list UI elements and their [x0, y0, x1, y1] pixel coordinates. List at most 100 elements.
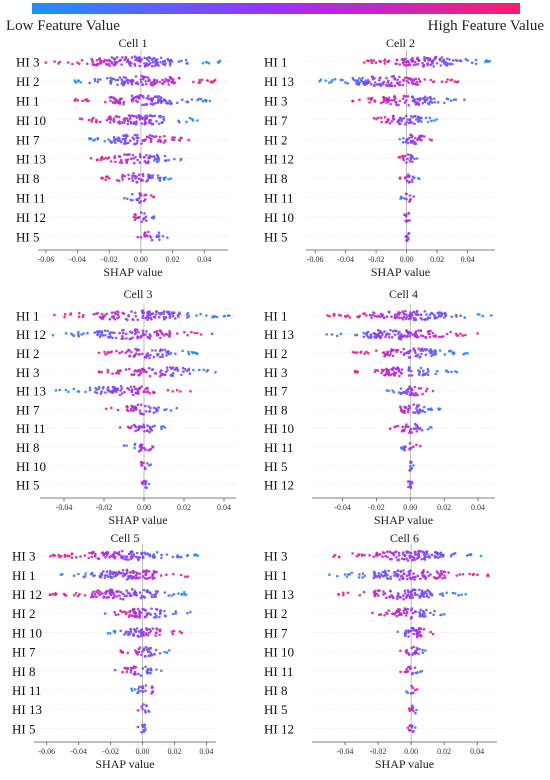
shap-point [120, 161, 124, 164]
shap-point [132, 97, 135, 100]
shap-point [144, 193, 148, 196]
shap-point [178, 120, 181, 124]
shap-point [165, 354, 168, 357]
shap-point [414, 575, 417, 579]
shap-point [115, 595, 119, 598]
shap-point [408, 335, 412, 338]
shap-point [383, 116, 387, 119]
shap-point [157, 406, 161, 409]
shap-point [136, 392, 140, 395]
shap-point [180, 631, 184, 635]
shap-point [411, 95, 414, 99]
shap-point [124, 351, 128, 355]
shap-point [123, 574, 126, 577]
shap-point [437, 312, 441, 315]
shap-point [395, 573, 399, 576]
shap-point [142, 390, 146, 394]
shap-point [84, 572, 87, 575]
shap-point [416, 635, 419, 639]
shap-point [399, 387, 403, 390]
shap-point [114, 78, 118, 82]
shap-point [98, 593, 101, 597]
shap-point [130, 56, 134, 59]
shap-point [375, 575, 378, 579]
shap-point [393, 374, 396, 377]
shap-point [57, 553, 60, 557]
shap-point [129, 571, 132, 574]
shap-point [146, 650, 150, 654]
shap-point [443, 570, 447, 574]
shap-point [133, 443, 137, 447]
shap-point [119, 629, 122, 633]
shap-point [409, 427, 413, 431]
shap-point [351, 552, 354, 555]
shap-point [404, 614, 408, 617]
shap-point [102, 570, 105, 573]
shap-point [149, 353, 152, 357]
shap-point [439, 593, 442, 596]
shap-point [166, 388, 170, 392]
shap-point [398, 578, 401, 581]
shap-point [110, 141, 113, 144]
shap-point [151, 425, 155, 428]
shap-point [76, 61, 79, 64]
shap-point [80, 333, 83, 336]
shap-point [140, 460, 143, 464]
shap-point [121, 651, 124, 654]
shap-point [148, 647, 151, 650]
shap-point [135, 180, 138, 184]
shap-point [150, 685, 154, 689]
shap-point [396, 120, 400, 124]
shap-point [144, 665, 147, 668]
feature-label: HI 5 [264, 702, 287, 717]
shap-point [155, 153, 159, 157]
shap-point [145, 429, 149, 433]
shap-point [148, 591, 152, 595]
shap-point [92, 116, 95, 120]
shap-point [211, 80, 214, 84]
shap-point [177, 592, 180, 595]
shap-point [135, 573, 138, 576]
shap-point [90, 120, 94, 123]
shap-point [117, 570, 121, 573]
shap-point [361, 576, 364, 579]
shap-point [134, 95, 137, 99]
shap-point [151, 446, 155, 449]
shap-point [414, 610, 417, 613]
shap-point [422, 369, 425, 373]
shap-point [395, 597, 399, 600]
shap-point [126, 667, 129, 671]
shap-point [113, 318, 117, 321]
shap-point [149, 668, 152, 672]
shap-point [142, 218, 145, 221]
shap-point [403, 197, 406, 200]
shap-point [388, 121, 392, 125]
shap-point [113, 571, 117, 575]
shap-point [408, 369, 411, 372]
shap-point [165, 366, 169, 369]
shap-point [168, 332, 172, 335]
shap-point [437, 335, 441, 339]
shap-point [395, 550, 398, 553]
shap-point [397, 551, 401, 555]
shap-point [86, 62, 89, 66]
shap-point [128, 355, 131, 358]
shap-point [137, 57, 141, 60]
feature-label: HI 1 [264, 55, 287, 70]
shap-point [400, 333, 403, 336]
shap-point [150, 317, 153, 321]
shap-point [140, 116, 144, 119]
shap-point [162, 118, 166, 122]
shap-point [150, 122, 153, 126]
x-tick-label: 0.02 [437, 503, 451, 512]
x-tick-label: 0.00 [136, 747, 150, 756]
shap-point [141, 555, 145, 559]
shap-point [423, 310, 427, 313]
shap-point [158, 633, 161, 637]
shap-point [416, 593, 419, 597]
shap-point [429, 611, 432, 615]
shap-point [117, 590, 120, 593]
shap-point [394, 62, 398, 65]
shap-point [77, 390, 81, 393]
shap-point [399, 649, 402, 653]
